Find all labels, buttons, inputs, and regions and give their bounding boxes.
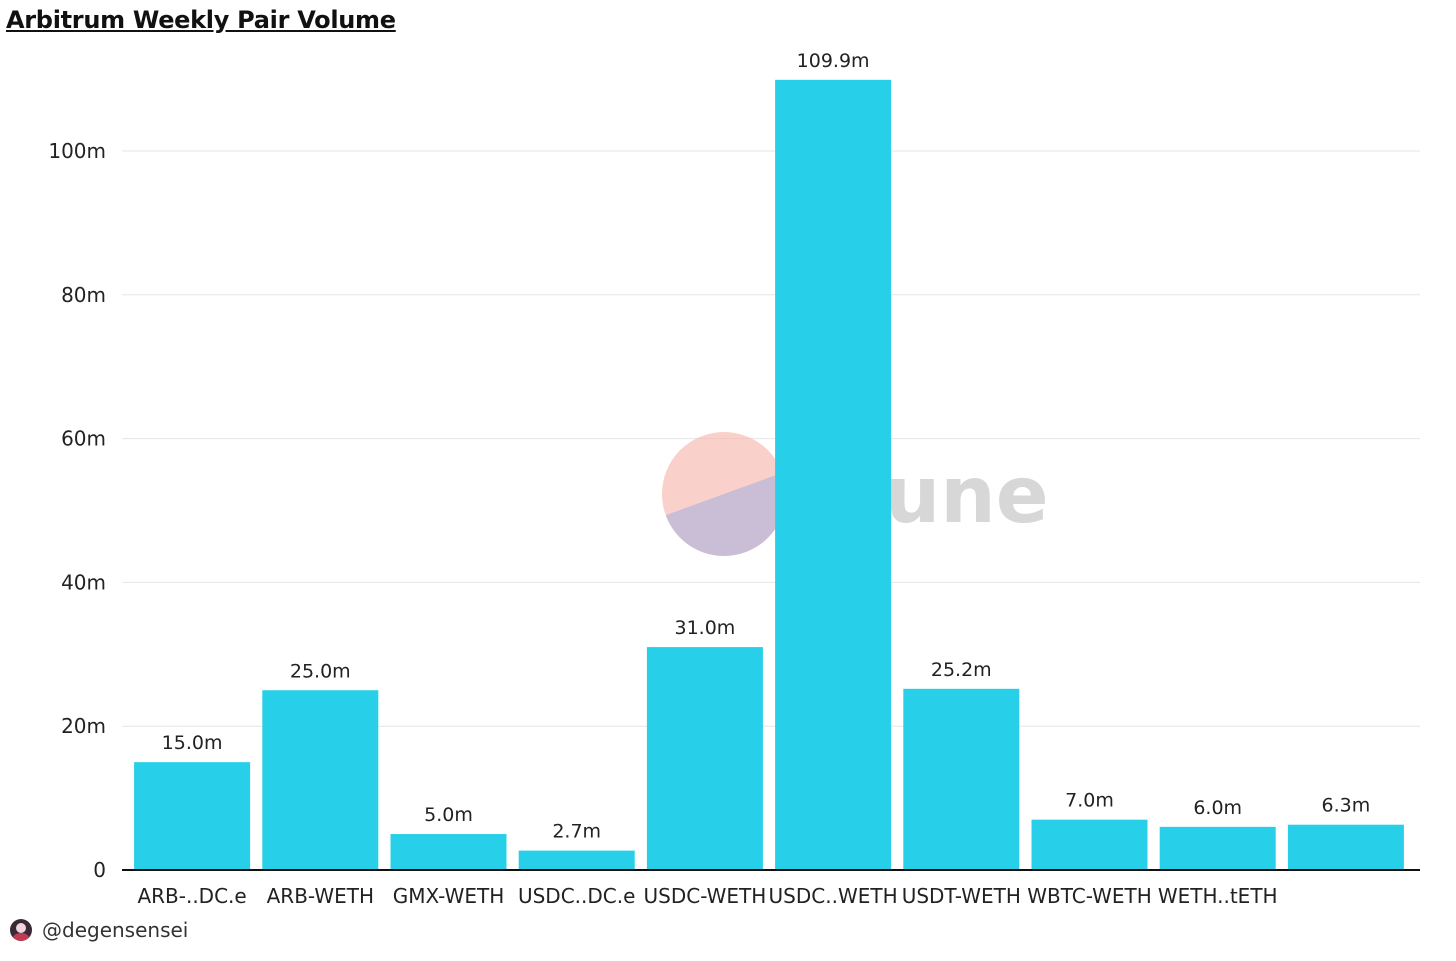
data-label: 109.9m [797, 50, 870, 72]
data-label: 31.0m [674, 617, 735, 639]
bar [1031, 819, 1148, 870]
bar [518, 850, 635, 870]
bar [646, 647, 763, 870]
data-label: 25.0m [290, 660, 351, 682]
y-axis-labels: 0 20m 40m 60m 80m 100m [48, 139, 106, 882]
x-tick-label: GMX-WETH [393, 884, 505, 908]
bars: 15.0m 25.0m 5.0m 2.7m 31.0m 109.9m 25.2m 7.0m 6.… [134, 50, 1404, 871]
x-axis-labels: ARB-..DC.e ARB-WETH GMX-WETH USDC..DC.e USDC… [137, 884, 1277, 908]
data-label: 25.2m [931, 659, 992, 681]
data-label: 2.7m [552, 821, 601, 843]
data-label: 5.0m [424, 804, 473, 826]
avatar-icon [10, 919, 32, 941]
x-tick-label: WBTC-WETH [1027, 884, 1152, 908]
data-label: 6.3m [1322, 795, 1371, 817]
x-tick-label: WETH..tETH [1158, 884, 1278, 908]
x-tick-label: ARB-WETH [267, 884, 374, 908]
data-label: 7.0m [1065, 790, 1114, 812]
bar [1287, 824, 1404, 870]
chart-title: Arbitrum Weekly Pair Volume [6, 6, 396, 34]
x-tick-label: USDC..WETH [769, 884, 898, 908]
bar [262, 690, 379, 870]
y-tick-label: 20m [61, 714, 106, 738]
x-tick-label: ARB-..DC.e [137, 884, 246, 908]
author-handle: @degensensei [42, 918, 189, 942]
y-tick-label: 60m [61, 427, 106, 451]
x-tick-label: USDC..DC.e [518, 884, 635, 908]
y-tick-label: 100m [48, 139, 106, 163]
y-tick-label: 0 [93, 858, 106, 882]
data-label: 15.0m [162, 732, 223, 754]
grid-lines [122, 150, 1420, 727]
x-tick-label: USDC-WETH [644, 884, 767, 908]
bar [775, 79, 892, 871]
y-tick-label: 80m [61, 283, 106, 307]
bar [1159, 826, 1276, 870]
x-tick-label: USDT-WETH [902, 884, 1021, 908]
y-tick-label: 40m [61, 570, 106, 594]
bar [390, 834, 507, 870]
bar [903, 688, 1020, 870]
footer: @degensensei [10, 916, 188, 944]
data-label: 6.0m [1193, 797, 1242, 819]
bar [134, 762, 251, 870]
